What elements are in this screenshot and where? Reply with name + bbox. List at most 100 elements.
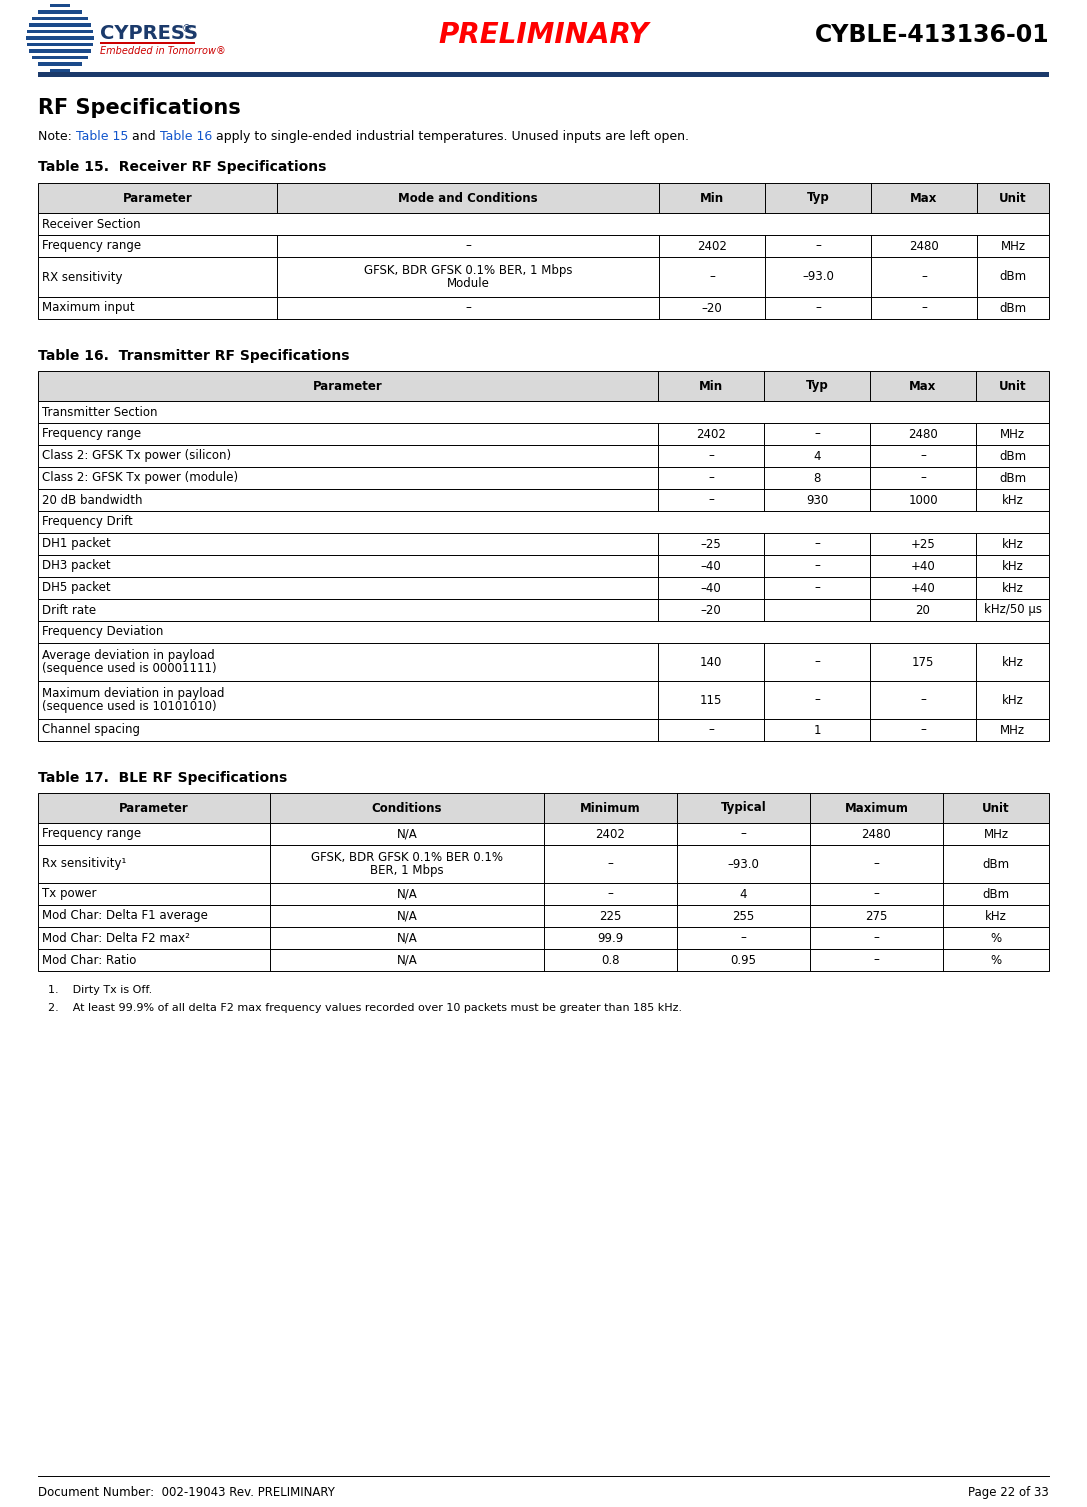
Text: dBm: dBm (999, 270, 1026, 283)
Text: 255: 255 (733, 910, 754, 922)
Bar (38, 643, 1049, 681)
Bar (38, 72, 1049, 77)
Text: –: – (465, 301, 471, 315)
Text: Parameter: Parameter (120, 802, 189, 814)
Bar (38, 62, 82, 65)
Text: kHz: kHz (1001, 493, 1024, 506)
Text: 0.95: 0.95 (730, 954, 757, 966)
Text: Frequency range: Frequency range (42, 827, 141, 841)
Text: Page 22 of 33: Page 22 of 33 (969, 1486, 1049, 1499)
Text: PRELIMINARY: PRELIMINARY (438, 21, 649, 50)
Text: N/A: N/A (397, 954, 417, 966)
Text: –: – (740, 931, 747, 945)
Text: –: – (708, 723, 714, 737)
Bar (38, 845, 1049, 883)
Text: Table 16: Table 16 (160, 130, 212, 143)
Text: 1.    Dirty Tx is Off.: 1. Dirty Tx is Off. (48, 986, 152, 995)
Text: –: – (920, 723, 926, 737)
Text: kHz: kHz (985, 910, 1007, 922)
Bar (38, 467, 1049, 488)
Text: –: – (921, 270, 927, 283)
Text: Class 2: GFSK Tx power (silicon): Class 2: GFSK Tx power (silicon) (42, 449, 232, 463)
Bar (38, 258, 1049, 297)
Bar (38, 949, 1049, 971)
Bar (38, 681, 1049, 719)
Text: Frequency Drift: Frequency Drift (42, 515, 133, 529)
Text: 20: 20 (915, 603, 930, 616)
Text: DH5 packet: DH5 packet (42, 582, 111, 594)
Text: and: and (128, 130, 160, 143)
Text: –: – (920, 449, 926, 463)
Text: –: – (814, 656, 820, 669)
Text: Rx sensitivity¹: Rx sensitivity¹ (42, 857, 126, 871)
Text: 1: 1 (813, 723, 821, 737)
Text: Frequency Deviation: Frequency Deviation (42, 625, 163, 639)
Bar (38, 906, 1049, 927)
Text: Transmitter Section: Transmitter Section (42, 405, 158, 419)
Text: Max: Max (910, 380, 937, 392)
Text: Tx power: Tx power (42, 888, 97, 901)
Text: kHz: kHz (1001, 693, 1024, 707)
Text: –: – (608, 888, 613, 901)
Text: 99.9: 99.9 (598, 931, 624, 945)
Text: 140: 140 (700, 656, 722, 669)
Text: N/A: N/A (397, 827, 417, 841)
Text: %: % (990, 954, 1001, 966)
Text: –93.0: –93.0 (727, 857, 760, 871)
Text: Table 15: Table 15 (76, 130, 128, 143)
Bar (26, 36, 93, 39)
Text: kHz/50 µs: kHz/50 µs (984, 603, 1041, 616)
Bar (38, 11, 82, 14)
Bar (38, 423, 1049, 445)
Text: Minimum: Minimum (580, 802, 641, 814)
Bar (33, 56, 88, 59)
Text: Maximum deviation in payload: Maximum deviation in payload (42, 687, 225, 701)
Text: 275: 275 (865, 910, 888, 922)
Text: dBm: dBm (999, 301, 1026, 315)
Text: MHz: MHz (1000, 240, 1025, 253)
Text: Module: Module (447, 277, 489, 289)
Bar (38, 598, 1049, 621)
Text: –40: –40 (701, 559, 722, 573)
Text: Maximum input: Maximum input (42, 301, 135, 315)
Text: kHz: kHz (1001, 538, 1024, 550)
Text: Channel spacing: Channel spacing (42, 723, 140, 737)
Text: –20: –20 (701, 301, 723, 315)
Text: dBm: dBm (999, 449, 1026, 463)
Text: 930: 930 (805, 493, 828, 506)
Text: MHz: MHz (1000, 428, 1025, 440)
Text: GFSK, BDR GFSK 0.1% BER 0.1%: GFSK, BDR GFSK 0.1% BER 0.1% (311, 851, 503, 865)
Text: 2402: 2402 (697, 240, 727, 253)
Text: Table 17.  BLE RF Specifications: Table 17. BLE RF Specifications (38, 772, 287, 785)
Text: +40: +40 (911, 582, 936, 594)
Bar (38, 793, 1049, 823)
Text: Typical: Typical (721, 802, 766, 814)
Text: apply to single-ended industrial temperatures. Unused inputs are left open.: apply to single-ended industrial tempera… (212, 130, 689, 143)
Text: Receiver Section: Receiver Section (42, 217, 140, 231)
Text: 1000: 1000 (908, 493, 938, 506)
Text: Average deviation in payload: Average deviation in payload (42, 650, 215, 663)
Text: 175: 175 (912, 656, 934, 669)
Text: MHz: MHz (984, 827, 1009, 841)
Text: kHz: kHz (1001, 582, 1024, 594)
Text: CYBLE-413136-01: CYBLE-413136-01 (814, 23, 1049, 47)
Text: 8: 8 (813, 472, 821, 484)
Bar (38, 182, 1049, 212)
Text: –: – (920, 693, 926, 707)
Text: Frequency range: Frequency range (42, 240, 141, 253)
Text: –: – (874, 857, 879, 871)
Bar (38, 445, 1049, 467)
Text: kHz: kHz (1001, 656, 1024, 669)
Text: Parameter: Parameter (313, 380, 383, 392)
Bar (26, 42, 93, 47)
Text: –40: –40 (701, 582, 722, 594)
Text: 2402: 2402 (696, 428, 726, 440)
Text: kHz: kHz (1001, 559, 1024, 573)
Text: –: – (814, 582, 820, 594)
Text: Table 16.  Transmitter RF Specifications: Table 16. Transmitter RF Specifications (38, 350, 350, 363)
Bar (38, 371, 1049, 401)
Text: (sequence used is 10101010): (sequence used is 10101010) (42, 699, 216, 713)
Text: 2.    At least 99.9% of all delta F2 max frequency values recorded over 10 packe: 2. At least 99.9% of all delta F2 max fr… (48, 1004, 683, 1013)
Text: –: – (814, 693, 820, 707)
Text: 0.8: 0.8 (601, 954, 620, 966)
